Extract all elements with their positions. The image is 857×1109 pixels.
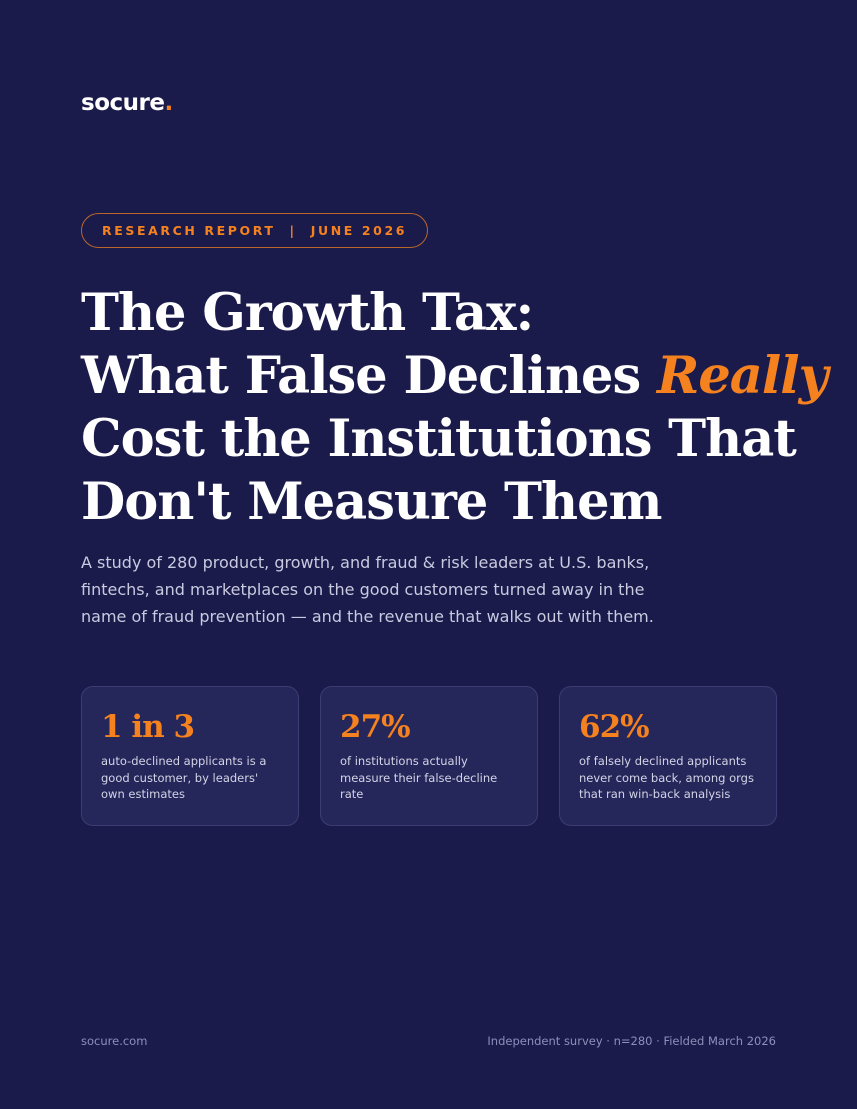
logo-dot: .: [164, 90, 173, 116]
badge-separator: |: [289, 223, 297, 238]
badge: RESEARCH REPORT | JUNE 2026: [81, 213, 429, 248]
stat-description: of institutions actually measure their f…: [340, 754, 498, 801]
stat-value: 1 in 3: [101, 709, 195, 745]
badge-label: RESEARCH REPORT: [102, 223, 276, 238]
stat-card: 27% of institutions actually measure the…: [320, 686, 538, 826]
stat-card: 1 in 3 auto-declined applicants is a goo…: [81, 686, 299, 826]
footer-right: Independent survey · n=280 · Fielded Mar…: [487, 1034, 776, 1048]
stat-description: of falsely declined applicants never com…: [579, 754, 754, 801]
stat-card: 62% of falsely declined applicants never…: [559, 686, 777, 826]
subtitle: A study of 280 product, growth, and frau…: [81, 553, 654, 626]
title-line: The Growth Tax:: [81, 283, 534, 343]
title-emphasis: Really: [656, 346, 828, 406]
logo: socure.: [81, 90, 173, 116]
title: The Growth Tax: What False Declines Real…: [81, 282, 828, 534]
title-line: What False Declines: [81, 346, 641, 406]
stat-value: 27%: [340, 709, 411, 745]
stat-value: 62%: [579, 709, 650, 745]
logo-text: socure: [81, 90, 165, 116]
title-line: Cost the Institutions That: [81, 409, 797, 469]
stat-cards: 1 in 3 auto-declined applicants is a goo…: [81, 686, 777, 826]
title-line: Don't Measure Them: [81, 472, 663, 532]
stat-description: auto-declined applicants is a good custo…: [101, 754, 267, 801]
badge-date: JUNE 2026: [310, 223, 408, 238]
footer-left: socure.com: [81, 1034, 148, 1048]
